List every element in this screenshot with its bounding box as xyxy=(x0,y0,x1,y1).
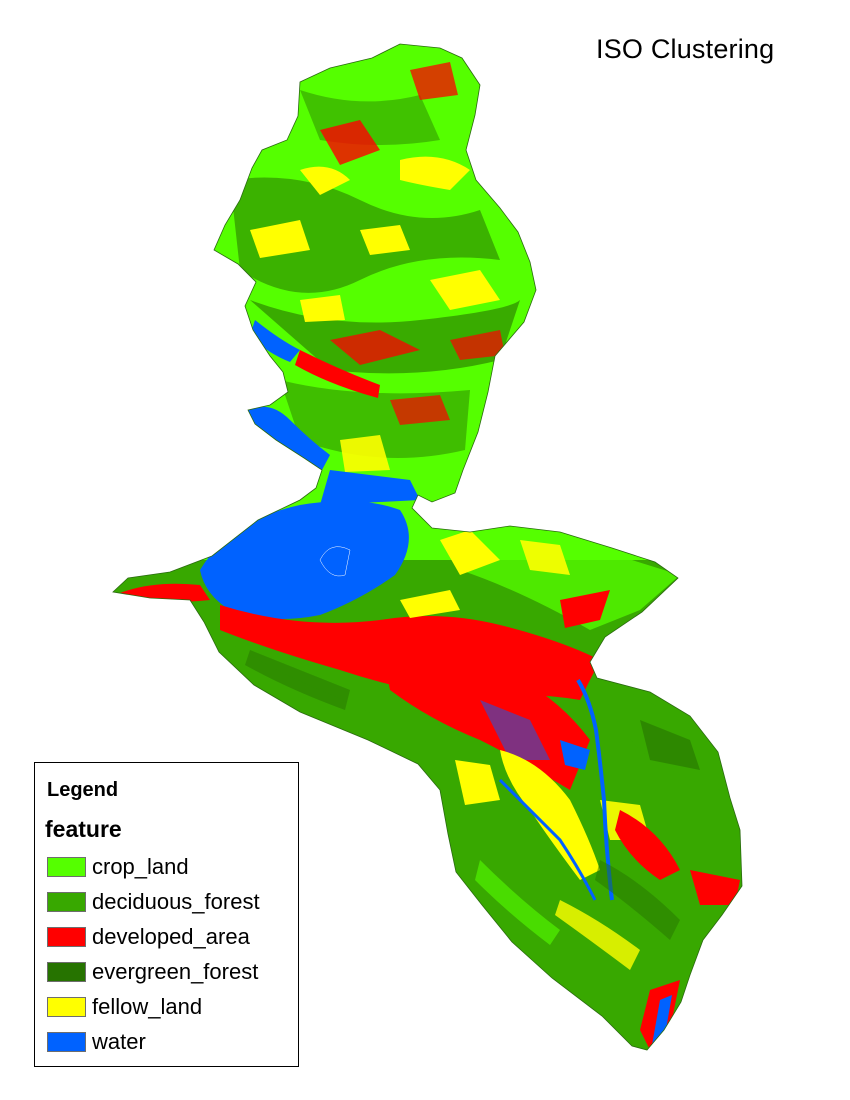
legend: Legend feature crop_land deciduous_fores… xyxy=(34,762,299,1067)
legend-items: crop_land deciduous_forest developed_are… xyxy=(47,849,260,1059)
legend-swatch xyxy=(47,996,86,1017)
legend-item-deciduous-forest: deciduous_forest xyxy=(47,884,260,919)
legend-swatch xyxy=(47,1031,86,1052)
legend-label: evergreen_forest xyxy=(92,958,259,984)
legend-item-crop-land: crop_land xyxy=(47,849,260,884)
legend-item-fellow-land: fellow_land xyxy=(47,989,260,1024)
legend-title: Legend xyxy=(47,779,119,801)
legend-swatch xyxy=(47,891,86,912)
legend-label: water xyxy=(92,1028,146,1054)
legend-swatch xyxy=(47,856,86,877)
legend-label: deciduous_forest xyxy=(92,888,260,914)
legend-label: developed_area xyxy=(92,923,250,949)
legend-swatch xyxy=(47,961,86,982)
legend-field-name: feature xyxy=(45,816,122,842)
legend-item-evergreen-forest: evergreen_forest xyxy=(47,954,260,989)
northern-vegetation-patches xyxy=(230,62,520,505)
legend-swatch xyxy=(47,926,86,947)
map-title: ISO Clustering xyxy=(596,34,775,64)
legend-item-water: water xyxy=(47,1024,260,1059)
legend-label: fellow_land xyxy=(92,993,203,1019)
legend-item-developed-area: developed_area xyxy=(47,919,260,954)
legend-label: crop_land xyxy=(92,853,189,879)
